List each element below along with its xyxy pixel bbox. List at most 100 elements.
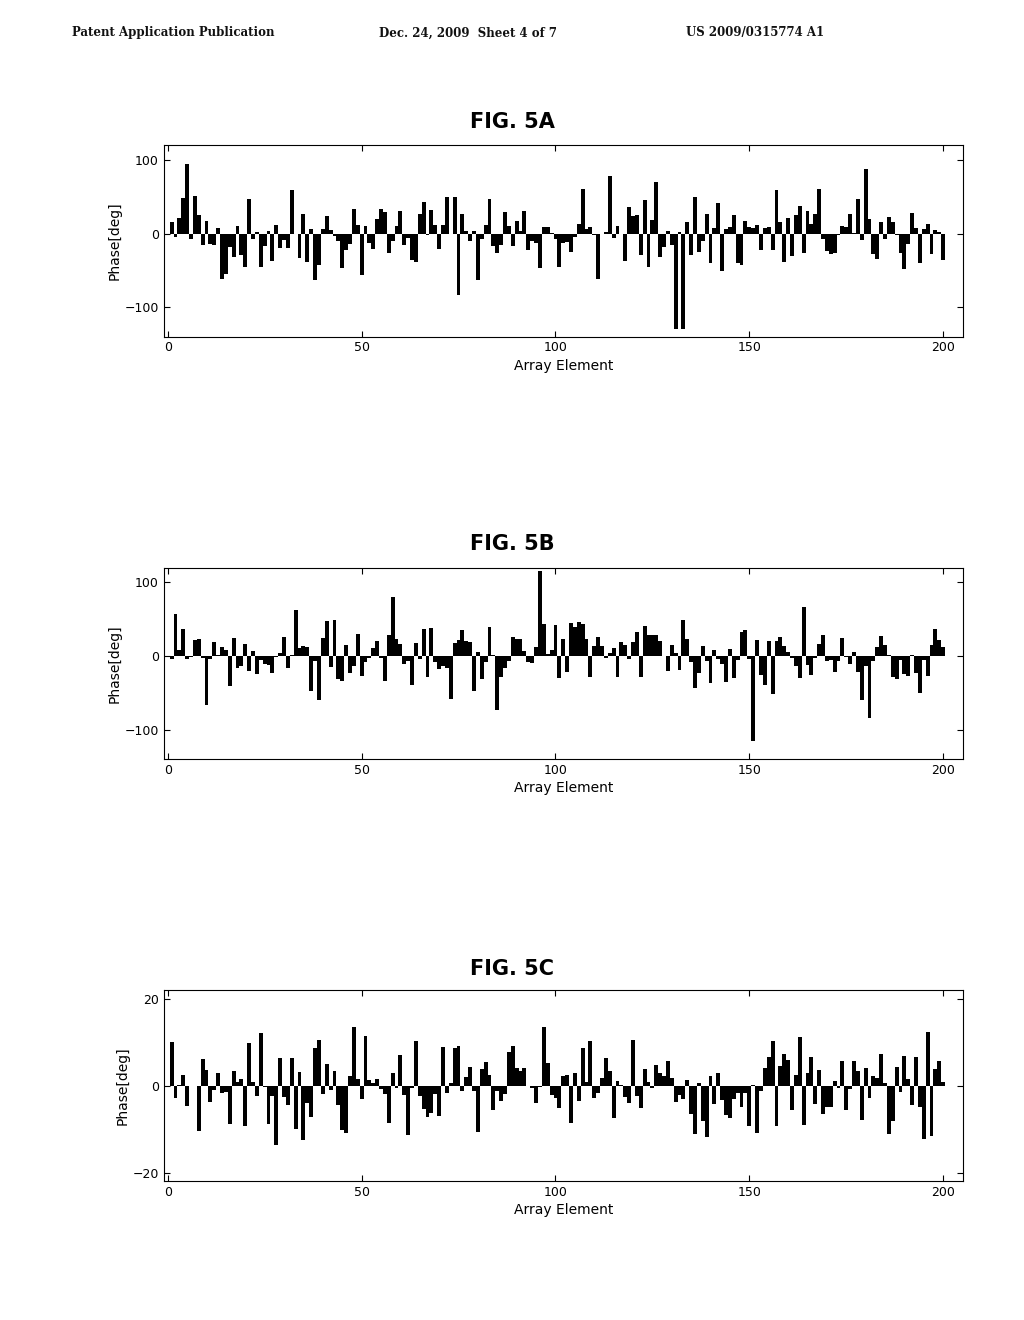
Bar [398, 644, 402, 656]
Bar [480, 1069, 483, 1085]
Bar [934, 630, 937, 656]
Bar [468, 234, 472, 240]
Bar [611, 234, 615, 238]
Bar [197, 1085, 201, 1131]
Bar [515, 639, 518, 656]
Bar [786, 218, 791, 234]
Bar [891, 656, 895, 677]
Bar [743, 630, 748, 656]
Bar [786, 652, 791, 656]
Bar [193, 197, 197, 234]
Bar [313, 656, 317, 661]
Bar [891, 222, 895, 234]
Bar [821, 234, 825, 239]
Bar [577, 1085, 581, 1101]
Bar [791, 234, 794, 256]
Bar [197, 639, 201, 656]
Bar [937, 1061, 941, 1085]
Bar [445, 197, 449, 234]
Bar [650, 219, 654, 234]
Bar [387, 1085, 391, 1123]
Bar [402, 1085, 407, 1096]
Bar [535, 647, 538, 656]
Bar [375, 640, 379, 656]
Bar [247, 199, 251, 234]
Bar [317, 656, 321, 700]
Bar [546, 1063, 550, 1085]
Bar [922, 656, 926, 660]
Bar [828, 1085, 833, 1107]
Bar [325, 1064, 329, 1085]
Bar [689, 234, 693, 255]
Bar [821, 635, 825, 656]
Bar [255, 656, 259, 673]
Bar [728, 227, 732, 234]
Bar [697, 234, 700, 252]
Bar [848, 1085, 852, 1089]
Bar [592, 645, 596, 656]
Bar [654, 182, 658, 234]
Bar [887, 1085, 891, 1134]
Bar [557, 1085, 561, 1109]
Bar [763, 656, 767, 685]
Bar [876, 647, 880, 656]
Bar [526, 234, 530, 249]
Bar [500, 1085, 503, 1101]
Bar [372, 648, 375, 656]
Bar [902, 234, 906, 269]
Bar [689, 1085, 693, 1114]
Bar [487, 199, 492, 234]
Bar [670, 645, 674, 656]
Bar [542, 624, 546, 656]
Bar [596, 1085, 600, 1093]
Bar [791, 656, 794, 659]
Bar [845, 227, 848, 234]
Bar [453, 197, 457, 234]
Bar [837, 656, 841, 661]
Bar [391, 597, 394, 656]
Bar [298, 234, 301, 259]
Bar [771, 234, 774, 251]
Bar [600, 645, 604, 656]
Bar [372, 234, 375, 249]
Bar [445, 656, 449, 668]
Bar [359, 656, 364, 676]
Bar [224, 234, 227, 275]
Bar [717, 203, 720, 234]
Bar [728, 1085, 732, 1118]
Bar [697, 656, 700, 673]
Bar [507, 656, 511, 660]
Bar [678, 1085, 681, 1096]
Bar [798, 206, 802, 234]
Bar [244, 234, 247, 267]
Bar [305, 647, 309, 656]
Bar [321, 228, 325, 234]
Bar [767, 227, 771, 234]
Bar [554, 626, 557, 656]
Bar [170, 656, 173, 659]
Bar [557, 234, 561, 267]
Bar [650, 1085, 654, 1088]
Bar [774, 190, 778, 234]
Bar [899, 656, 902, 660]
Bar [883, 234, 887, 239]
Bar [535, 234, 538, 243]
Bar [860, 234, 863, 240]
Bar [251, 651, 255, 656]
Bar [263, 656, 266, 664]
Bar [333, 1071, 336, 1085]
Bar [871, 1076, 876, 1085]
Bar [394, 1085, 398, 1088]
Bar [678, 656, 681, 671]
Bar [631, 216, 635, 234]
Bar [511, 1045, 515, 1085]
Bar [782, 1055, 786, 1085]
Bar [507, 1052, 511, 1085]
Bar [383, 1085, 387, 1094]
Bar [298, 648, 301, 656]
Bar [375, 219, 379, 234]
Bar [209, 234, 212, 244]
Bar [735, 656, 739, 660]
Bar [577, 224, 581, 234]
Bar [717, 656, 720, 659]
